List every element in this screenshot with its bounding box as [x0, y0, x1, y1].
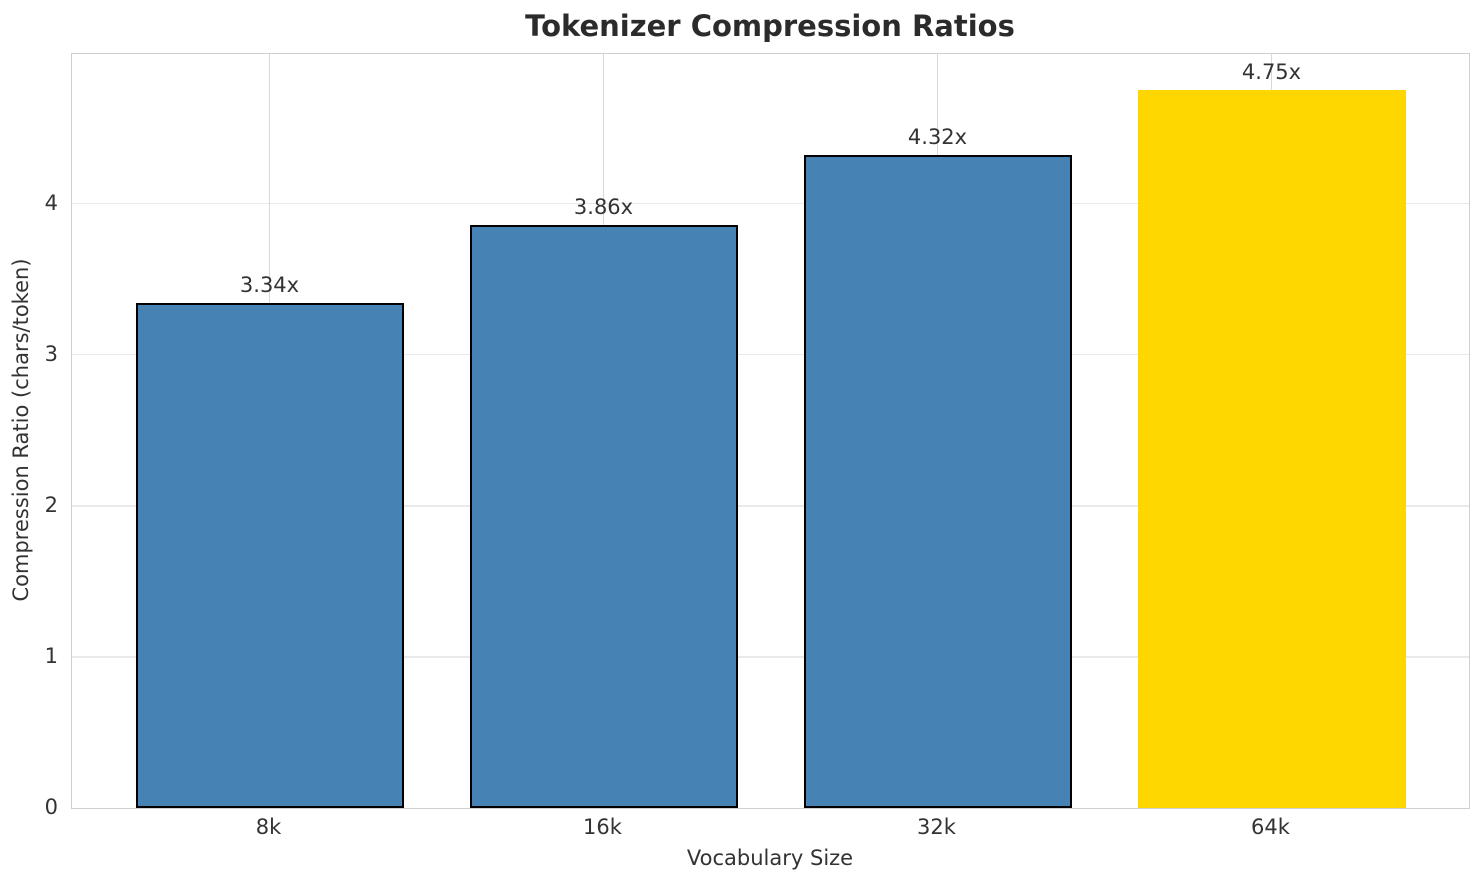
chart-title: Tokenizer Compression Ratios — [525, 9, 1015, 43]
bar-value-label: 3.34x — [239, 273, 300, 298]
h-gridline — [72, 505, 1469, 507]
bar-32k — [803, 155, 1072, 808]
x-axis-label: Vocabulary Size — [686, 846, 854, 870]
y-tick-label: 1 — [44, 643, 58, 668]
bar-16k — [469, 224, 738, 808]
y-tick-label: 2 — [44, 492, 58, 517]
x-tick-label: 64k — [1251, 815, 1290, 839]
bar-value-label: 4.32x — [907, 125, 968, 150]
bar-value-label: 4.75x — [1241, 60, 1302, 85]
y-tick-label: 3 — [44, 341, 58, 366]
bar-8k — [135, 303, 404, 808]
bar-value-label: 3.86x — [573, 194, 634, 219]
y-axis-label: Compression Ratio (chars/token) — [9, 258, 33, 602]
x-tick-label: 32k — [917, 815, 956, 839]
h-gridline — [72, 656, 1469, 658]
plot-area: 3.34x 3.86x 4.32x 4.75x — [71, 53, 1470, 809]
y-tick-label: 0 — [44, 795, 58, 819]
y-tick-label: 4 — [44, 190, 58, 215]
bar-64k — [1137, 90, 1406, 808]
x-tick-label: 8k — [255, 815, 282, 839]
h-gridline — [72, 353, 1469, 356]
x-tick-label: 16k — [583, 815, 622, 839]
h-gridline — [72, 202, 1469, 205]
